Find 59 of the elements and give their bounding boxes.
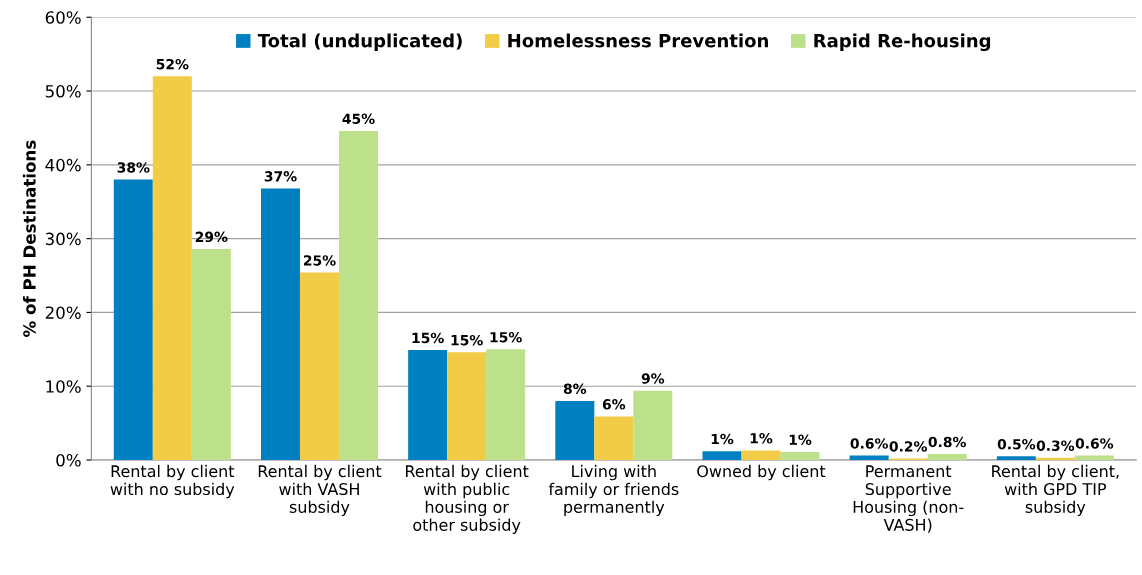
data-label: 25% [303,255,336,266]
y-tick-label: 0% [56,453,81,467]
bar [633,390,673,460]
data-label: 0.6% [850,438,888,449]
y-tick-label: 60% [45,11,81,24]
bar [447,352,487,460]
bar [408,350,448,460]
data-label: 1% [750,433,773,444]
x-tick-label: Rental by client with public housing or other subsidy [406,464,529,534]
data-label: 0.5% [997,438,1036,450]
data-label: 1% [711,433,734,445]
y-axis-title: % of PH Destinations [22,140,36,337]
bar [780,451,820,460]
bar [260,188,300,460]
bar [191,248,231,460]
y-tick-label: 50% [45,85,81,98]
bar [741,450,781,460]
bar [927,454,967,460]
data-label: 0.2% [889,441,927,452]
bar [849,455,889,460]
bar [1035,457,1075,460]
x-tick-label: Rental by client, with GPD TIP subsidy [992,464,1119,517]
x-tick-label: Rental by client with no subsidy [110,464,235,499]
bar [1074,455,1114,460]
legend-label: Homelessness Prevention [508,33,768,48]
data-label: 1% [789,434,812,446]
data-label: 8% [563,383,587,395]
x-tick-label: Living with family or friends permanently [548,464,679,517]
data-label: 15% [451,334,483,346]
x-tick-label: Owned by client [697,464,826,481]
y-tick-label: 40% [45,158,81,172]
y-tick-label: 30% [45,232,81,246]
bar [702,451,742,460]
data-label: 37% [264,171,297,182]
y-tick-label: 20% [45,306,81,319]
data-label: 15% [412,332,444,344]
data-label: 0.6% [1075,438,1114,449]
data-label: 52% [156,58,189,70]
data-label: 0.8% [928,436,966,448]
legend-label: Total (unduplicated) [257,33,462,51]
bar [555,400,595,460]
data-label: 15% [490,331,522,343]
bar [594,416,634,460]
data-label: 0.3% [1036,440,1075,451]
data-label: 29% [195,231,228,243]
data-label: 38% [117,162,150,173]
x-tick-label: Permanent Supportive Housing (non- VASH) [853,465,964,533]
bar [338,130,378,460]
bar [113,179,153,460]
bar [996,456,1036,460]
legend-label: Rapid Re-housing [814,33,991,52]
data-label: 9% [641,373,665,384]
bar [299,272,339,460]
data-label: 6% [602,399,626,410]
bar [486,349,526,460]
data-label: 45% [342,113,375,125]
bar [152,76,192,460]
y-tick-label: 10% [46,380,81,393]
x-tick-label: Rental by client with VASH subsidy [258,464,382,517]
